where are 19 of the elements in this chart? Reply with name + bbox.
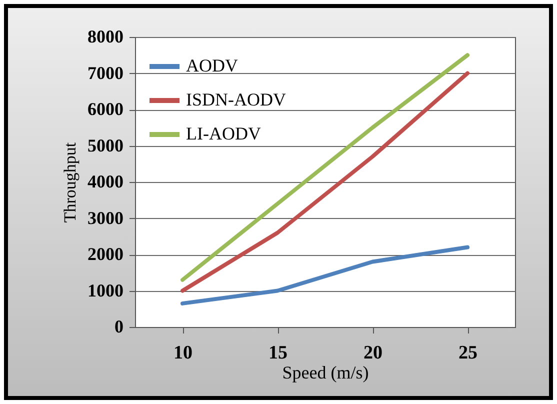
x-tick-label: 25 <box>458 342 478 364</box>
y-tick-label: 4000 <box>88 172 124 192</box>
legend-label: ISDN-AODV <box>186 90 286 110</box>
y-tick-label: 8000 <box>88 26 124 46</box>
x-tick-label: 10 <box>174 342 192 364</box>
y-tick-label: 1000 <box>88 280 124 300</box>
y-tick-label: 2000 <box>88 244 124 264</box>
legend-label: LI-AODV <box>186 124 261 144</box>
y-tick-label: 7000 <box>88 62 124 83</box>
y-tick-label: 6000 <box>88 99 124 119</box>
x-tick-label: 15 <box>268 342 288 364</box>
x-axis-title: Speed (m/s) <box>282 362 369 382</box>
legend-label: AODV <box>186 56 238 76</box>
y-tick-label: 0 <box>114 316 124 336</box>
y-tick-label: 5000 <box>88 135 124 156</box>
y-tick-label: 3000 <box>88 208 124 228</box>
x-tick-label: 20 <box>364 342 382 364</box>
line-series <box>180 245 470 306</box>
y-axis-title: Throughput <box>60 142 80 223</box>
